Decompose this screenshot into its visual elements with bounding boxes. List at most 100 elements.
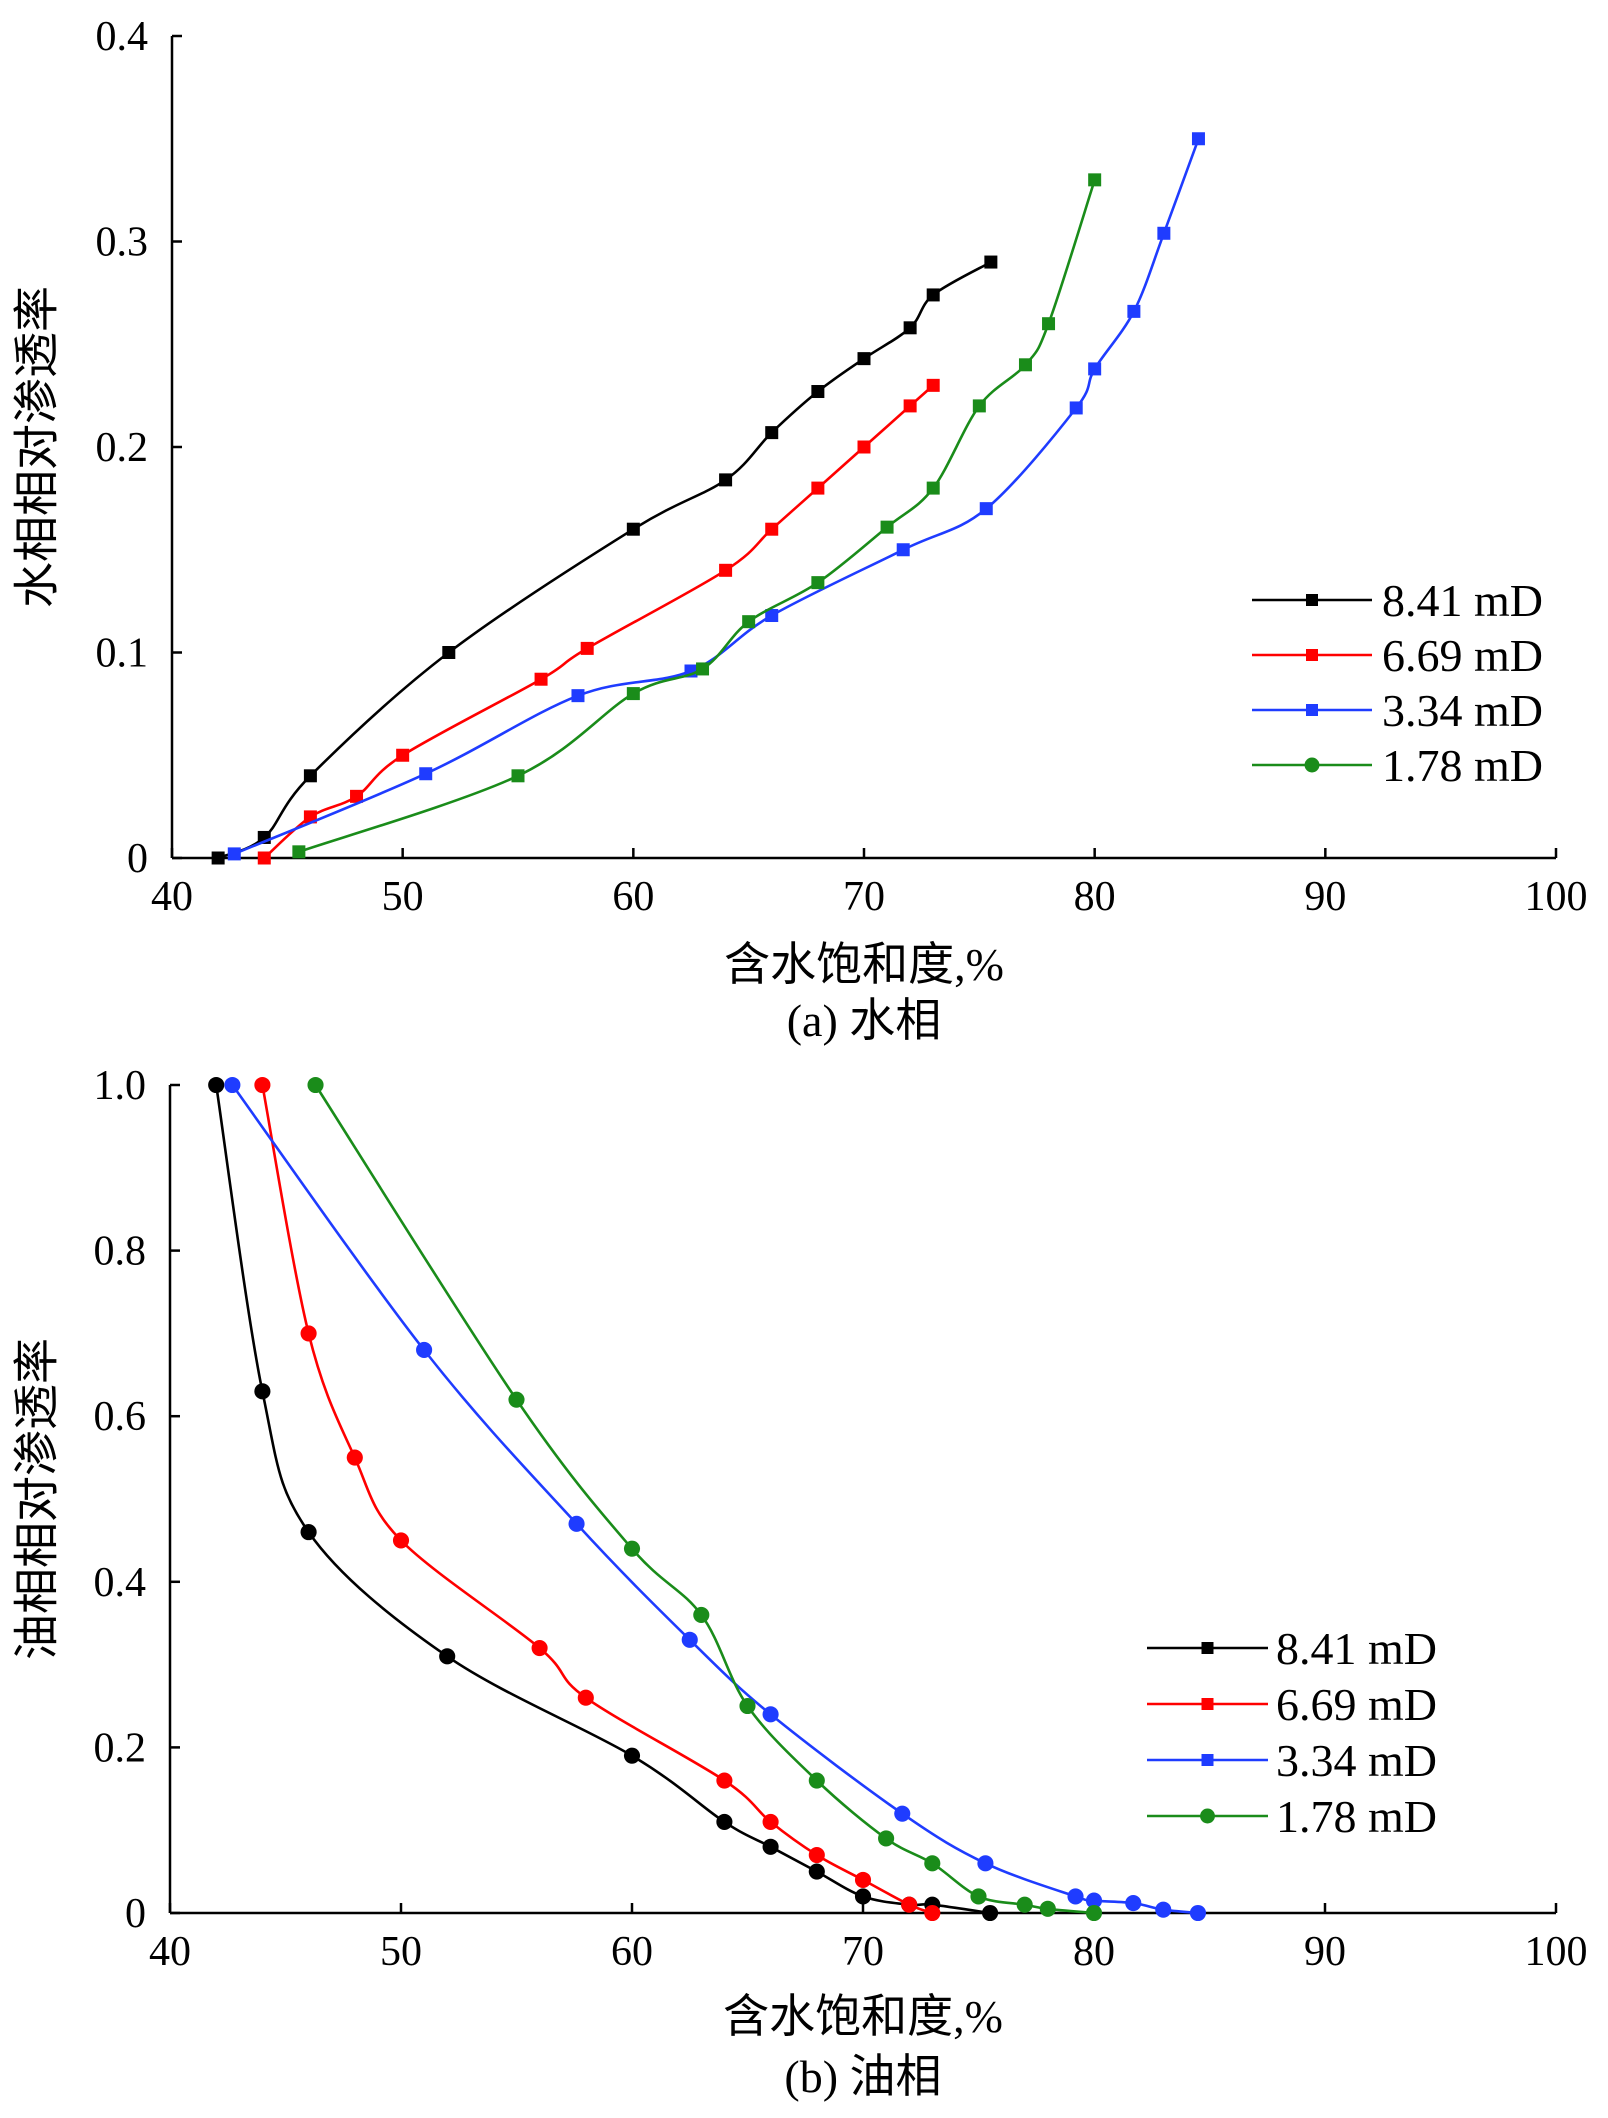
data-point [1155, 1901, 1172, 1918]
series-line [261, 1084, 933, 1915]
legend: 8.41 mD6.69 mD3.34 mD1.78 mD [1147, 1623, 1437, 1842]
data-point [257, 851, 271, 865]
data-point [292, 845, 306, 859]
x-tick-label: 80 [1073, 1929, 1115, 1975]
legend-marker [1201, 1698, 1214, 1710]
data-point [979, 502, 993, 516]
legend-label: 6.69 mD [1382, 630, 1543, 681]
data-point [568, 1515, 585, 1532]
data-point [307, 1076, 324, 1094]
series-1-78-md [307, 1076, 1103, 1922]
chart-caption: (a) 水相 [787, 995, 942, 1046]
data-point [926, 481, 940, 495]
data-point [254, 1076, 271, 1094]
data-point [926, 378, 940, 392]
data-point [854, 1871, 872, 1888]
series-line [214, 1084, 991, 1915]
data-point [442, 646, 456, 659]
data-point [811, 481, 825, 495]
x-tick-label: 40 [151, 874, 193, 920]
data-point [1018, 358, 1032, 372]
data-point [696, 662, 710, 676]
series-6-69-md [257, 378, 940, 865]
data-point [224, 1076, 241, 1094]
x-tick-label: 60 [612, 874, 654, 920]
data-point [1088, 173, 1102, 187]
data-point [808, 1863, 825, 1880]
data-point [1016, 1896, 1033, 1913]
x-tick-label: 70 [843, 874, 885, 920]
data-point [392, 1532, 410, 1549]
x-tick-label: 70 [842, 1929, 884, 1975]
legend-label: 6.69 mD [1276, 1679, 1437, 1730]
x-tick-label: 100 [1525, 1929, 1588, 1975]
x-tick-label: 50 [382, 874, 424, 920]
y-axis-title: 油相相对渗透率 [12, 1338, 63, 1660]
legend-marker [1306, 649, 1318, 661]
data-point [762, 1838, 779, 1855]
x-tick-label: 100 [1525, 874, 1588, 920]
legend-marker [1306, 594, 1318, 606]
data-point [739, 1697, 756, 1715]
data-point [1085, 1904, 1103, 1922]
x-tick-label: 60 [611, 1929, 653, 1975]
data-point [300, 1524, 317, 1541]
data-point [416, 1341, 433, 1359]
series-line [217, 260, 992, 860]
data-point [1189, 1904, 1207, 1922]
series-8-41-md [208, 1076, 999, 1922]
data-point [857, 352, 871, 366]
data-point [878, 1830, 895, 1847]
data-point [681, 1631, 698, 1648]
x-tick-label: 90 [1304, 1929, 1346, 1975]
data-point [577, 1689, 594, 1706]
data-point [762, 1706, 779, 1723]
data-point [970, 1888, 987, 1905]
legend-marker [1306, 704, 1318, 716]
series-6-69-md [254, 1076, 941, 1922]
data-point [534, 672, 548, 686]
legend-label: 1.78 mD [1382, 740, 1543, 791]
data-point [1042, 317, 1056, 331]
data-point [1157, 226, 1171, 240]
data-point [623, 1747, 641, 1764]
data-point [981, 1904, 999, 1922]
legend-label: 3.34 mD [1382, 685, 1543, 736]
x-axis-title: 含水饱和度,% [724, 939, 1004, 990]
data-point [419, 767, 433, 781]
y-tick-label: 0.2 [96, 425, 149, 471]
data-point [208, 1076, 225, 1094]
data-point [396, 748, 410, 762]
y-tick-label: 1.0 [94, 1063, 147, 1109]
data-point [903, 399, 917, 413]
legend-marker [1201, 1642, 1214, 1654]
data-point [742, 615, 756, 629]
legend-marker [1304, 757, 1320, 773]
data-point [977, 1855, 994, 1872]
series-line [233, 138, 1200, 856]
data-point [439, 1648, 456, 1665]
x-tick-label: 50 [380, 1929, 422, 1975]
data-point [894, 1805, 911, 1822]
data-point [1127, 304, 1141, 318]
data-point [765, 609, 779, 623]
data-point [765, 522, 779, 536]
chart-caption: (b) 油相 [784, 2051, 941, 2102]
data-point [211, 851, 225, 865]
data-point [808, 1846, 825, 1864]
data-point [972, 399, 986, 413]
data-point [626, 522, 640, 536]
x-tick-label: 80 [1074, 874, 1116, 920]
data-point [984, 255, 998, 269]
series-line [231, 1084, 1199, 1915]
y-tick-label: 0 [125, 1891, 146, 1937]
data-point [693, 1606, 710, 1623]
data-point [1191, 132, 1205, 146]
data-point [924, 1855, 941, 1872]
data-point [1039, 1900, 1056, 1917]
legend-marker [1200, 1808, 1215, 1824]
legend-label: 8.41 mD [1382, 575, 1543, 626]
data-point [511, 769, 525, 783]
